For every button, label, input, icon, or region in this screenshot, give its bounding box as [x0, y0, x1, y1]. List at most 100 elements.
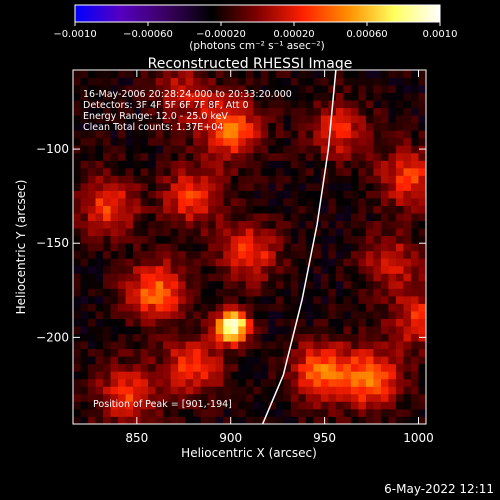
- heatmap-cell: [358, 326, 367, 335]
- heatmap-cell: [418, 235, 426, 244]
- heatmap-cell: [290, 408, 299, 417]
- heatmap-cell: [373, 152, 382, 161]
- heatmap-cell: [275, 190, 284, 199]
- heatmap-cell: [380, 85, 389, 93]
- heatmap-cell: [125, 190, 134, 199]
- heatmap-cell: [403, 130, 412, 139]
- heatmap-cell: [103, 378, 111, 387]
- heatmap-cell: [290, 258, 299, 267]
- heatmap-cell: [328, 85, 337, 93]
- heatmap-cell: [350, 137, 359, 146]
- x-axis: 850 900 950 1000: [125, 70, 434, 445]
- heatmap-cell: [185, 220, 194, 229]
- heatmap-cell: [253, 213, 262, 222]
- heatmap-cell: [290, 250, 299, 259]
- heatmap-cell: [73, 220, 81, 229]
- heatmap-cell: [313, 303, 322, 312]
- heatmap-cell: [245, 378, 254, 387]
- heatmap-cell: [80, 115, 89, 124]
- heatmap-cell: [178, 273, 187, 282]
- heatmap-cell: [200, 92, 209, 101]
- heatmap-cell: [290, 85, 299, 93]
- heatmap-cell: [335, 326, 344, 335]
- heatmap-cell: [215, 250, 224, 259]
- heatmap-cell: [283, 175, 292, 184]
- heatmap-cell: [275, 273, 284, 282]
- heatmap-cell: [328, 303, 337, 312]
- heatmap-cell: [95, 378, 104, 387]
- heatmap-cell: [88, 288, 96, 297]
- heatmap-cell: [238, 348, 247, 357]
- heatmap-cell: [298, 265, 307, 274]
- heatmap-cell: [148, 295, 157, 304]
- heatmap-cell: [133, 77, 141, 86]
- heatmap-cell: [305, 167, 314, 176]
- heatmap-cell: [148, 205, 157, 214]
- heatmap-cell: [283, 70, 292, 78]
- heatmap-cell: [163, 182, 172, 191]
- heatmap-cell: [185, 303, 194, 312]
- heatmap-cell: [170, 250, 179, 259]
- heatmap-cell: [410, 408, 419, 417]
- heatmap-cell: [410, 258, 419, 267]
- heatmap-cell: [215, 243, 224, 252]
- heatmap-cell: [283, 371, 292, 380]
- heatmap-cell: [373, 416, 382, 424]
- heatmap-cell: [103, 85, 111, 93]
- heatmap-cell: [88, 175, 96, 184]
- heatmap-cell: [283, 137, 292, 146]
- heatmap-cell: [418, 100, 426, 109]
- heatmap-cell: [148, 115, 157, 124]
- heatmap-cell: [193, 228, 202, 237]
- heatmap-cell: [388, 280, 397, 289]
- heatmap-cell: [410, 115, 419, 124]
- heatmap-cell: [163, 408, 172, 417]
- heatmap-cell: [328, 130, 337, 139]
- heatmap-cell: [118, 295, 126, 304]
- heatmap-cell: [358, 137, 367, 146]
- heatmap-cell: [140, 115, 149, 124]
- heatmap-cell: [215, 393, 224, 402]
- heatmap-cell: [230, 288, 239, 297]
- heatmap-cell: [298, 401, 307, 410]
- heatmap-cell: [298, 393, 307, 402]
- heatmap-cell: [410, 160, 419, 169]
- heatmap-cell: [133, 243, 141, 252]
- heatmap-cell: [110, 326, 119, 335]
- heatmap-cell: [200, 130, 209, 139]
- heatmap-cell: [283, 228, 292, 237]
- heatmap-cell: [410, 280, 419, 289]
- heatmap-cell: [343, 416, 352, 424]
- heatmap-cell: [350, 401, 359, 410]
- heatmap-cell: [133, 152, 141, 161]
- heatmap-cell: [148, 77, 157, 86]
- heatmap-cell: [403, 100, 412, 109]
- heatmap-cell: [223, 137, 232, 146]
- heatmap-cell: [230, 303, 239, 312]
- heatmap-cell: [260, 235, 269, 244]
- heatmap-cell: [208, 205, 217, 214]
- heatmap-cell: [140, 130, 149, 139]
- heatmap-cell: [125, 303, 134, 312]
- heatmap-cell: [155, 130, 164, 139]
- heatmap-cell: [133, 228, 141, 237]
- heatmap-cell: [335, 175, 344, 184]
- heatmap-cell: [95, 145, 104, 154]
- heatmap-cell: [373, 265, 382, 274]
- heatmap-cell: [80, 175, 89, 184]
- heatmap-cell: [110, 182, 119, 191]
- heatmap-cell: [313, 115, 322, 124]
- heatmap-cell: [125, 235, 134, 244]
- heatmap-cell: [230, 258, 239, 267]
- heatmap-cell: [155, 213, 164, 222]
- heatmap-cell: [163, 250, 172, 259]
- heatmap-cell: [350, 288, 359, 297]
- heatmap-cell: [140, 311, 149, 319]
- heatmap-cell: [245, 326, 254, 335]
- heatmap-cell: [403, 363, 412, 372]
- heatmap-cell: [365, 303, 374, 312]
- heatmap-cell: [185, 265, 194, 274]
- heatmap-cell: [163, 371, 172, 380]
- heatmap-cell: [163, 303, 172, 312]
- heatmap-cell: [230, 130, 239, 139]
